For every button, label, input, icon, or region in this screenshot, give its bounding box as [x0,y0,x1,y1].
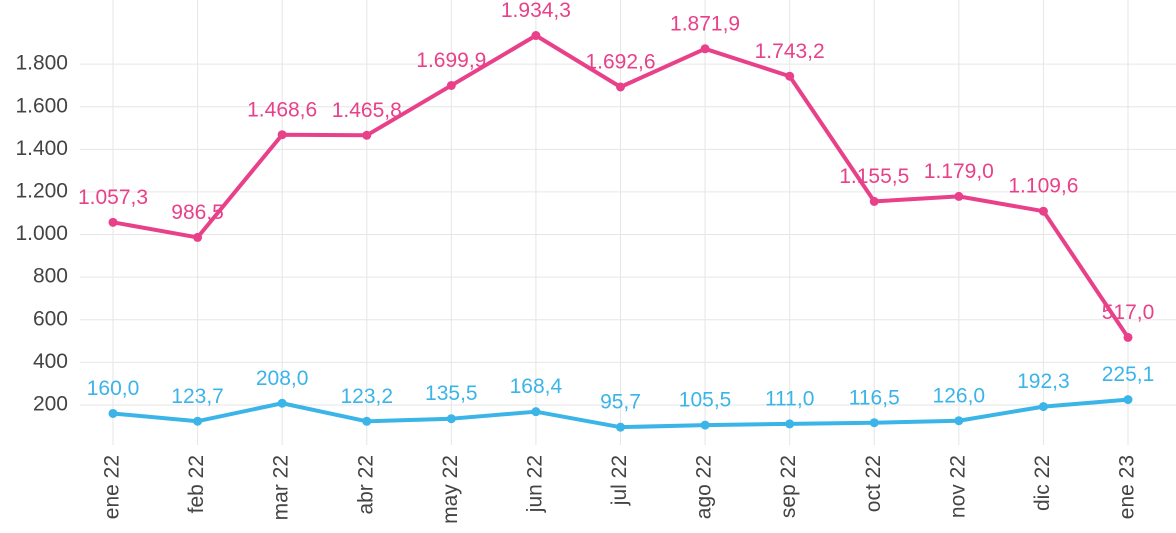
point [362,416,372,426]
point [531,407,541,417]
x-tick-label: mar 22 [270,455,293,520]
point [785,71,795,81]
value-label: 517,0 [1102,301,1155,324]
point [616,422,625,432]
value-label: 95,7 [600,391,641,414]
x-tick-label: jul 22 [608,455,631,506]
value-label: 208,0 [256,367,309,390]
x-tick-label: dic 22 [1031,455,1054,511]
x-tick-label: oct 22 [862,455,885,512]
y-tick-label: 600 [33,307,68,330]
value-label: 123,2 [340,385,393,408]
value-label: 1.109,6 [1008,175,1078,198]
x-tick-label: nov 22 [946,455,969,518]
point [531,31,541,41]
y-tick-label: 1.200 [15,179,68,202]
point [362,130,372,140]
value-label: 1.179,0 [924,160,994,183]
value-label: 105,5 [679,389,732,412]
point [277,130,287,140]
point [446,80,456,90]
y-tick-label: 800 [33,265,68,288]
value-label: 1.699,9 [416,49,486,72]
point [193,232,203,242]
y-tick-label: 1.800 [15,52,68,75]
point [954,191,964,201]
value-label: 1.871,9 [670,12,740,35]
value-label: 116,5 [849,386,900,409]
point [193,416,203,426]
point [108,408,118,418]
y-tick-label: 1.600 [15,94,68,117]
value-label: 1.692,6 [585,51,655,74]
y-tick-label: 1.000 [15,222,68,245]
value-label: 168,4 [510,375,563,398]
y-tick-label: 400 [33,350,68,373]
point [108,217,118,227]
x-tick-label: sep 22 [777,455,800,518]
point [1038,206,1048,216]
value-label: 160,0 [87,377,140,400]
value-label: 1.934,3 [501,0,571,22]
point [869,418,879,428]
value-label: 192,3 [1017,370,1070,393]
point [700,44,710,54]
point [785,419,795,429]
point [1123,332,1133,342]
point [616,82,625,92]
value-label: 135,5 [425,382,478,405]
value-label: 1.057,3 [78,186,148,209]
x-tick-label: ene 23 [1116,455,1139,519]
y-tick-label: 200 [33,392,68,415]
value-label: 1.743,2 [755,40,825,63]
value-label: 111,0 [765,387,814,410]
value-label: 1.465,8 [332,99,402,122]
point [277,398,287,408]
x-tick-label: abr 22 [354,455,377,515]
x-tick-label: jun 22 [523,455,546,513]
value-label: 123,7 [171,385,224,408]
value-label: 986,5 [171,201,224,224]
point [1123,395,1133,405]
x-tick-label: may 22 [439,455,462,524]
x-tick-label: ago 22 [693,455,716,519]
point [446,414,456,424]
point [1038,402,1048,412]
x-tick-label: feb 22 [185,455,208,513]
point [954,416,964,426]
value-label: 126,0 [933,384,986,407]
value-label: 1.155,5 [839,165,909,188]
y-tick-label: 1.400 [15,137,68,160]
point [869,196,879,206]
value-label: 1.468,6 [247,98,317,121]
value-label: 225,1 [1102,363,1155,386]
point [700,420,710,430]
x-tick-label: ene 22 [101,455,124,519]
